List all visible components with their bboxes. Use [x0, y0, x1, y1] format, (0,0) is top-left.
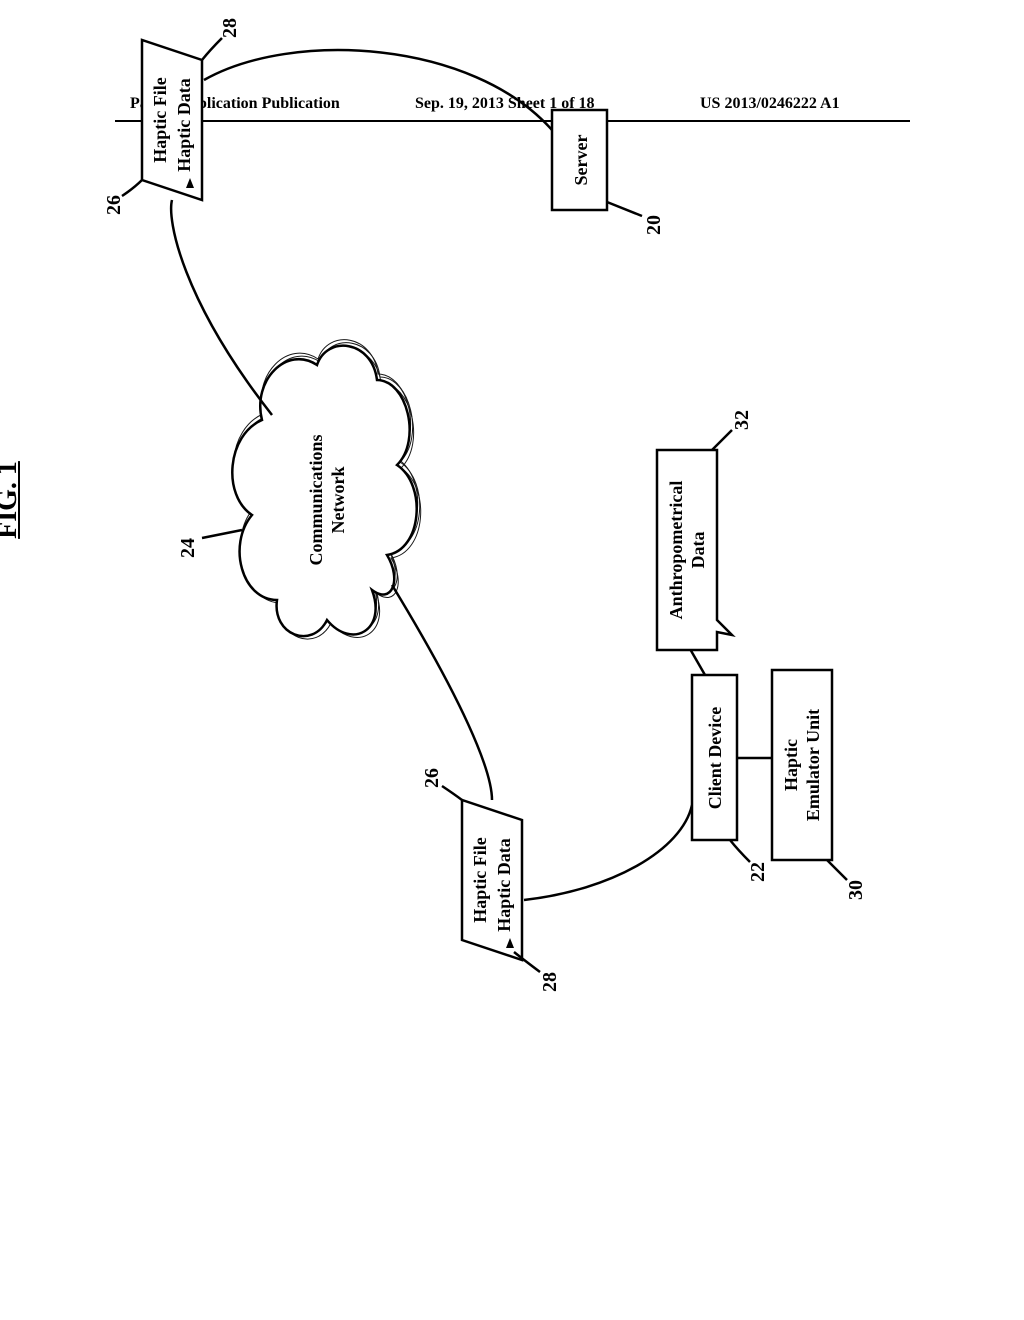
svg-text:Server: Server	[571, 135, 591, 186]
svg-text:28: 28	[539, 972, 561, 992]
figure-title: FIG. 1	[0, 0, 24, 1000]
svg-text:32: 32	[731, 410, 753, 430]
svg-text:Haptic File: Haptic File	[150, 77, 170, 162]
cloud-label-2: Network	[328, 467, 348, 534]
server-box: Server 20	[552, 110, 665, 235]
edge-leftfile-client	[524, 805, 692, 900]
svg-text:Anthropometrical: Anthropometrical	[666, 481, 686, 620]
client-device-box: Client Device 22	[692, 675, 769, 882]
figure-1: FIG. 1 Communications Network 24	[112, 200, 1024, 1000]
svg-text:Haptic Data: Haptic Data	[494, 838, 514, 932]
haptic-emulator-box: Haptic Emulator Unit 30	[772, 670, 867, 900]
ref-24: 24	[177, 530, 242, 558]
svg-text:24: 24	[177, 538, 199, 558]
svg-text:26: 26	[421, 768, 443, 788]
svg-text:Haptic Data: Haptic Data	[174, 78, 194, 172]
svg-text:Haptic File: Haptic File	[470, 837, 490, 922]
haptic-file-right: Haptic File Haptic Data 26 28	[103, 18, 241, 215]
svg-text:Client Device: Client Device	[705, 707, 725, 809]
svg-text:22: 22	[747, 862, 769, 882]
haptic-file-left: Haptic File Haptic Data 26 28	[421, 768, 561, 992]
cloud-label-1: Communications	[306, 434, 326, 565]
page: Patent Application Publication Sep. 19, …	[0, 0, 1024, 1320]
svg-text:28: 28	[219, 18, 241, 38]
svg-text:30: 30	[845, 880, 867, 900]
svg-text:20: 20	[643, 215, 665, 235]
svg-text:Data: Data	[688, 532, 708, 569]
edge-cloud-rightfile	[171, 200, 272, 415]
anthropometrical-data-box: Anthropometrical Data 32	[657, 410, 753, 650]
svg-text:Haptic: Haptic	[781, 739, 801, 791]
cloud-communications-network: Communications Network	[232, 340, 420, 639]
svg-text:Emulator Unit: Emulator Unit	[803, 709, 823, 821]
svg-text:26: 26	[103, 195, 125, 215]
edge-rightfile-server	[204, 50, 552, 130]
figure-drawing: Communications Network 24 Haptic File	[112, 0, 912, 1000]
